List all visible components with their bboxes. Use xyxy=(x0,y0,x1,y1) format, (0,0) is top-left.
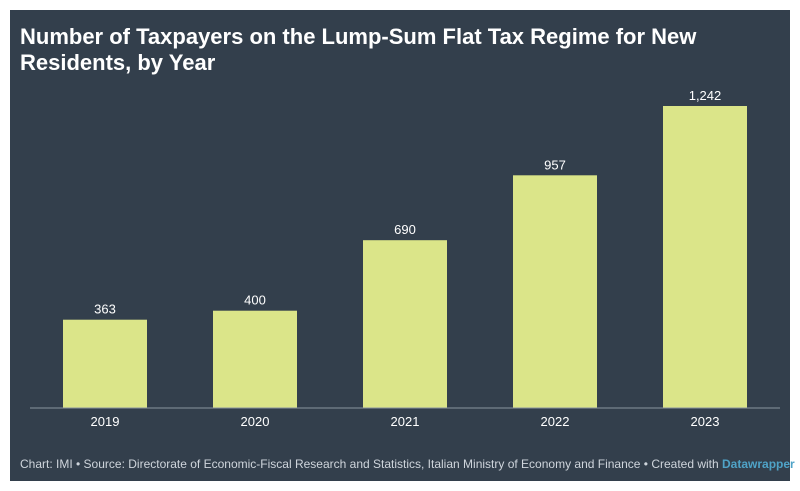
bar-2019 xyxy=(63,319,147,408)
x-tick-label-2023: 2023 xyxy=(691,414,720,429)
value-label-2020: 400 xyxy=(244,293,266,308)
value-label-2019: 363 xyxy=(94,302,116,317)
bar-2022 xyxy=(513,175,597,408)
datawrapper-link[interactable]: Datawrapper xyxy=(722,457,795,471)
chart-footer: Chart: IMI • Source: Directorate of Econ… xyxy=(20,456,795,472)
x-tick-label-2021: 2021 xyxy=(391,414,420,429)
bar-chart: 363 400 690 957 1,242 2019 2020 2021 2022 2023 xyxy=(30,88,780,429)
bars-group xyxy=(63,106,747,408)
bar-2023 xyxy=(663,106,747,408)
bar-2021 xyxy=(363,240,447,408)
value-label-2021: 690 xyxy=(394,222,416,237)
chart-frame: Number of Taxpayers on the Lump-Sum Flat… xyxy=(10,10,795,481)
value-label-2023: 1,242 xyxy=(689,88,722,103)
footer-credits: Chart: IMI • Source: Directorate of Econ… xyxy=(20,457,723,471)
bar-2020 xyxy=(213,310,297,408)
x-tick-label-2019: 2019 xyxy=(91,414,120,429)
x-tick-label-2022: 2022 xyxy=(541,414,570,429)
chart-title: Number of Taxpayers on the Lump-Sum Flat… xyxy=(20,24,697,75)
x-tick-label-2020: 2020 xyxy=(241,414,270,429)
value-label-2022: 957 xyxy=(544,157,566,172)
tick-labels-group: 2019 2020 2021 2022 2023 xyxy=(91,414,720,429)
value-labels-group: 363 400 690 957 1,242 xyxy=(94,88,721,317)
